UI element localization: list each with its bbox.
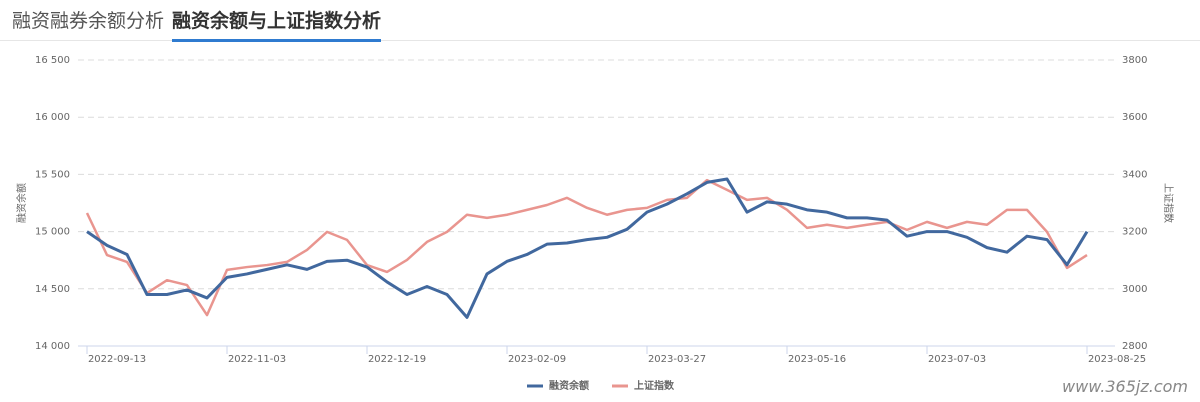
y2-tick-label: 3400	[1122, 169, 1147, 180]
y2-tick-label: 3000	[1122, 284, 1147, 295]
watermark: www.365jz.com	[1062, 377, 1188, 396]
y-tick-label: 14 000	[35, 341, 70, 352]
y2-axis-title: 上证指数	[1162, 183, 1175, 223]
y-tick-label: 14 500	[35, 284, 70, 295]
x-tick-label: 2023-07-03	[928, 354, 986, 365]
y2-tick-label: 3200	[1122, 227, 1147, 238]
y-tick-label: 16 000	[35, 112, 70, 123]
legend-label: 融资余额	[549, 379, 589, 392]
x-tick-label: 2022-09-13	[88, 354, 146, 365]
tab-active[interactable]: 融资余额与上证指数分析	[172, 6, 382, 42]
series-line	[85, 178, 1088, 317]
series-line	[86, 177, 1089, 319]
x-tick-label: 2023-03-27	[648, 354, 706, 365]
x-tick-label: 2023-02-09	[508, 354, 566, 365]
tab-bar: 融资融券余额分析 融资余额与上证指数分析	[0, 0, 1200, 42]
y2-tick-label: 3800	[1122, 55, 1147, 66]
y-axis-title: 融资余额	[15, 183, 28, 223]
y-tick-label: 15 000	[35, 227, 70, 238]
x-tick-label: 2022-12-19	[368, 354, 426, 365]
y-tick-label: 15 500	[35, 169, 70, 180]
x-tick-label: 2023-05-16	[788, 354, 846, 365]
tab[interactable]: 融资融券余额分析	[12, 10, 165, 32]
y2-tick-label: 3600	[1122, 112, 1147, 123]
x-tick-label: 2022-11-03	[228, 354, 286, 365]
y2-tick-label: 2800	[1122, 341, 1147, 352]
x-tick-label: 2023-08-25	[1088, 354, 1146, 365]
legend-label: 上证指数	[634, 379, 675, 392]
y-tick-label: 16 500	[35, 55, 70, 66]
